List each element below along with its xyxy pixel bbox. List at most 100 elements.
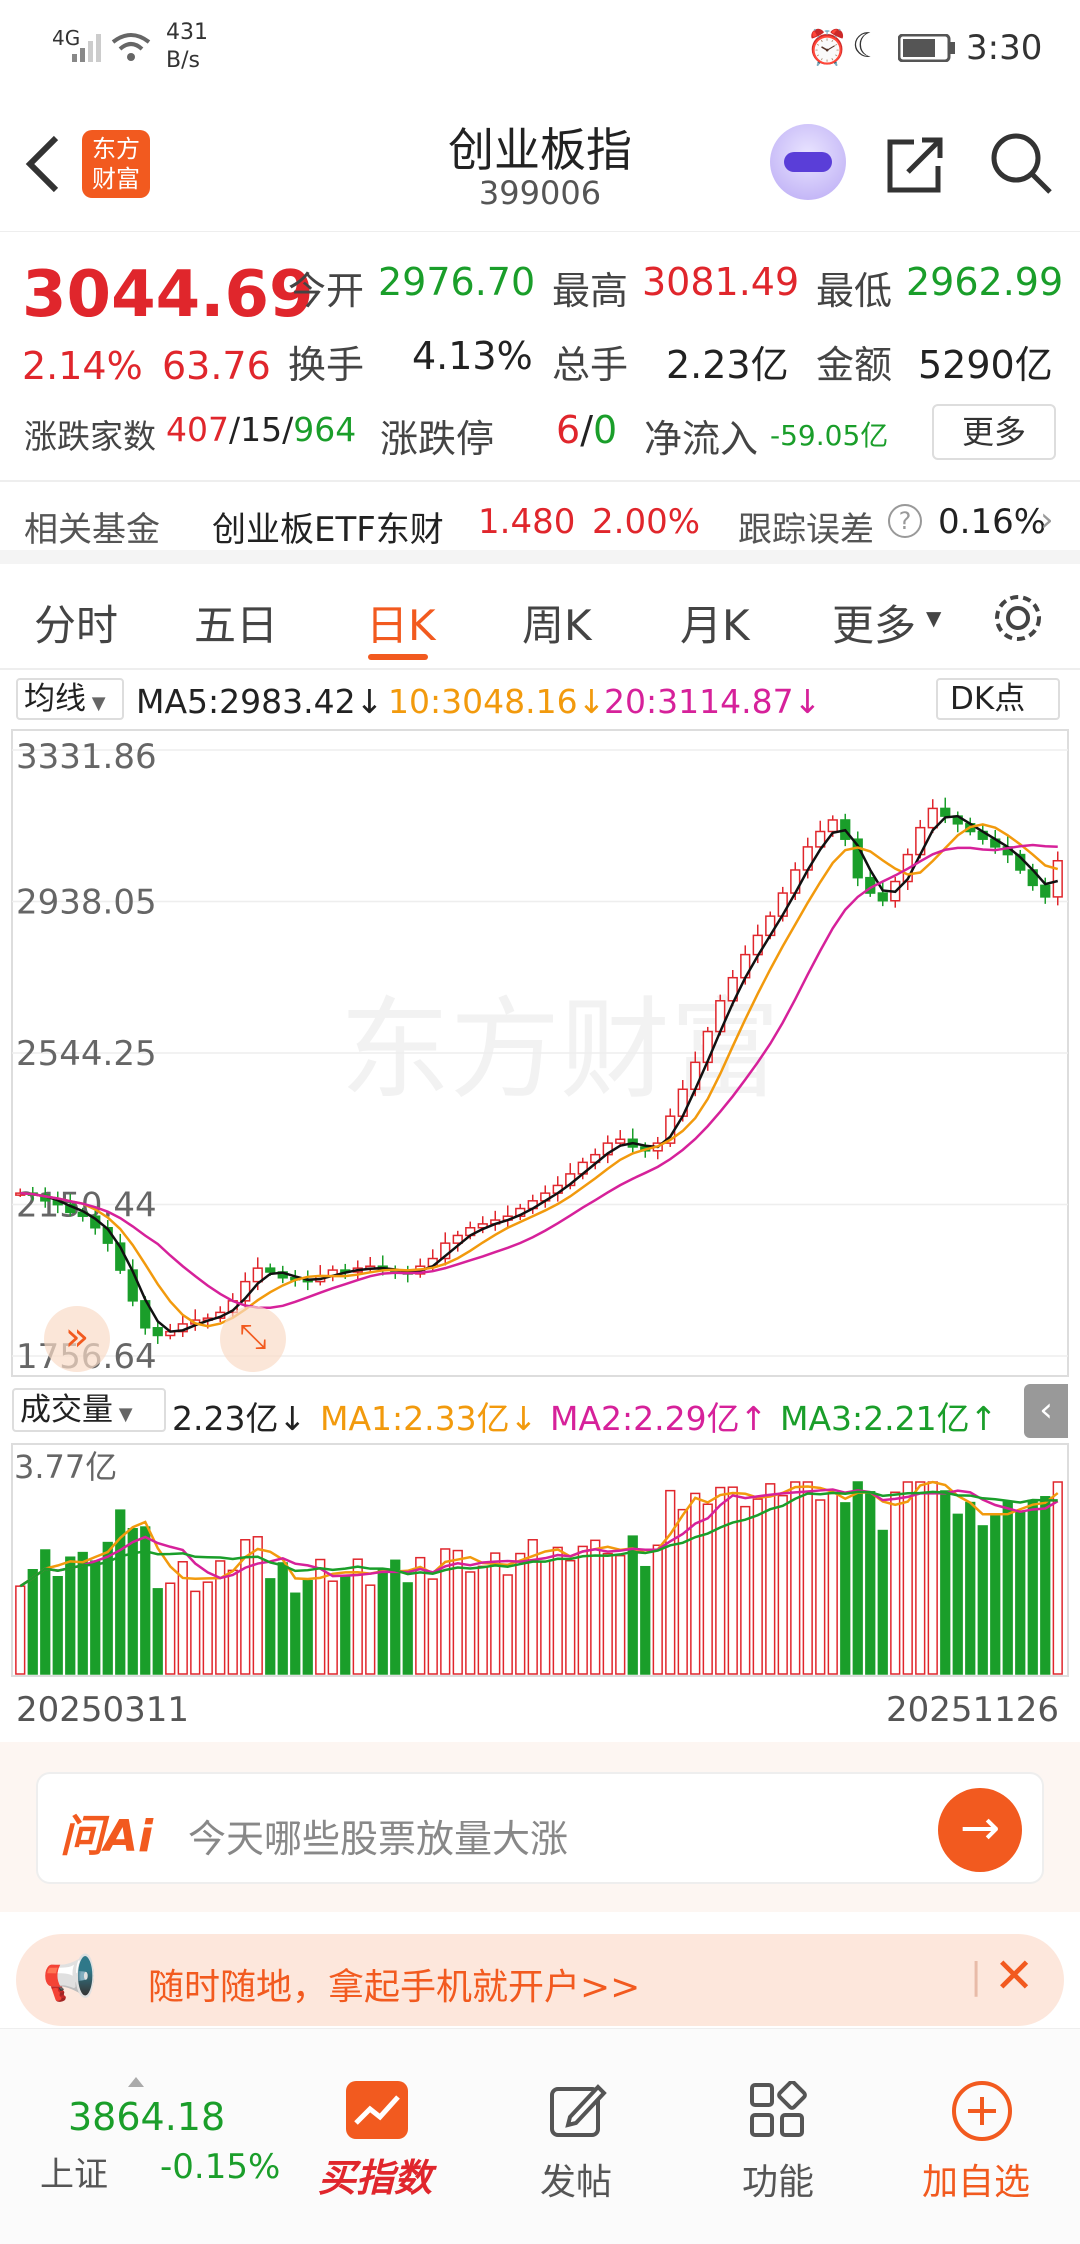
volume-bar <box>665 1489 676 1675</box>
netflow-label: 净流入 <box>644 417 759 461</box>
logo-line2: 财富 <box>92 165 140 193</box>
volume-bar <box>15 1585 26 1675</box>
volume-bar <box>202 1581 213 1675</box>
tab-five-day[interactable]: 五日 <box>194 601 279 650</box>
clock-time: 3:30 <box>966 28 1043 68</box>
account-promo-banner[interactable]: 📢 随时随地，拿起手机就开户>> | ✕ <box>16 1934 1064 2026</box>
ma5-line <box>20 814 1059 1333</box>
dk-point-button[interactable]: DK点 <box>936 678 1060 720</box>
volume-chart[interactable]: 3.77亿 <box>0 1442 1080 1678</box>
share-icon[interactable] <box>884 132 948 196</box>
volume-bar <box>190 1590 201 1675</box>
compose-icon[interactable] <box>548 2081 608 2141</box>
volume-bar <box>640 1565 651 1675</box>
candle-body <box>1052 859 1063 898</box>
candle-body <box>265 1267 276 1273</box>
arrow-right-icon[interactable]: → <box>938 1788 1022 1872</box>
more-quote-button[interactable]: 更多 <box>932 404 1056 460</box>
expand-up-icon[interactable] <box>128 2077 144 2087</box>
help-icon[interactable]: ? <box>888 504 922 538</box>
megaphone-icon: 📢 <box>42 1953 97 2004</box>
volume-bar <box>790 1481 801 1675</box>
sh-index-name[interactable]: 上证 <box>40 2155 108 2195</box>
ai-search-placeholder[interactable]: 今天哪些股票放量大涨 <box>188 1817 569 1861</box>
ma10-value: 10:3048.16↓ <box>388 682 606 721</box>
trend-chart-icon[interactable] <box>346 2081 408 2139</box>
volume-bar <box>277 1562 288 1675</box>
fund-name[interactable]: 创业板ETF东财 <box>212 510 444 550</box>
volume-bar <box>802 1481 813 1675</box>
low-label: 最低 <box>816 269 893 313</box>
sh-index-value[interactable]: 3864.18 <box>68 2095 226 2139</box>
ma-selector[interactable]: 均线 ▼ <box>16 678 124 720</box>
vol-ma3: MA3:2.21亿↑ <box>780 1399 998 1438</box>
volume-bar <box>690 1492 701 1675</box>
add-circle-icon[interactable] <box>950 2079 1014 2143</box>
nav-function[interactable]: 功能 <box>742 2162 815 2203</box>
volume-bar <box>440 1548 451 1675</box>
tab-daily-k[interactable]: 日K <box>366 601 436 650</box>
watermark-text: 东方财富 <box>340 989 780 1112</box>
nav-buy-index[interactable]: 买指数 <box>318 2156 433 2200</box>
volume-bar <box>402 1582 413 1675</box>
volume-bar <box>902 1481 913 1675</box>
related-fund-row[interactable]: 相关基金 创业板ETF东财 1.480 2.00% 跟踪误差 ? 0.16% › <box>0 484 1080 564</box>
expand-left-icon[interactable]: » <box>44 1306 110 1372</box>
volume-bar <box>615 1554 626 1675</box>
y-axis-label: 3331.86 <box>16 737 157 777</box>
volume-bar <box>590 1539 601 1675</box>
volume-selector[interactable]: 成交量 ▼ <box>12 1388 166 1432</box>
fullscreen-icon[interactable]: ⤡ <box>220 1306 286 1372</box>
grid-apps-icon[interactable] <box>748 2081 808 2141</box>
limit-label: 涨跌停 <box>380 417 495 461</box>
robot-assistant-icon[interactable] <box>770 124 846 200</box>
limit-counts: 6/0 <box>556 408 618 452</box>
volume-bar <box>290 1592 301 1675</box>
volume-bar <box>965 1501 976 1675</box>
volume-bar <box>727 1486 738 1675</box>
amount-value: 5290亿 <box>918 343 1053 387</box>
limit-up-count: 6 <box>556 408 581 452</box>
tab-monthly-k[interactable]: 月K <box>680 601 750 650</box>
nav-post[interactable]: 发帖 <box>540 2162 613 2203</box>
close-icon[interactable]: ✕ <box>994 1948 1035 2004</box>
net-speed-top: 431 <box>166 20 208 45</box>
settings-icon[interactable] <box>990 590 1046 646</box>
ai-search-box[interactable]: 问Ai 今天哪些股票放量大涨 → <box>36 1772 1044 1884</box>
sh-index-pct[interactable]: -0.15% <box>160 2147 281 2187</box>
ai-search-section: 问Ai 今天哪些股票放量大涨 → <box>0 1742 1080 1912</box>
volume-bar <box>40 1549 51 1675</box>
page-title: 创业板指 <box>448 123 632 177</box>
tab-weekly-k[interactable]: 周K <box>522 601 592 650</box>
volume-bar <box>115 1509 126 1675</box>
volume-bar <box>102 1541 113 1675</box>
volume-bar <box>177 1561 188 1675</box>
netflow-value: -59.05亿 <box>770 419 889 452</box>
nav-add-watchlist[interactable]: 加自选 <box>922 2162 1031 2203</box>
eastmoney-logo[interactable]: 东方 财富 <box>82 130 150 198</box>
volume-bar <box>1052 1481 1063 1675</box>
volume-bar <box>677 1508 688 1675</box>
search-icon[interactable] <box>988 130 1054 196</box>
back-icon[interactable] <box>22 134 62 194</box>
y-axis-label: 2544.25 <box>16 1034 157 1074</box>
fund-price: 1.480 <box>478 502 576 542</box>
promo-text[interactable]: 随时随地，拿起手机就开户>> <box>148 1967 641 2008</box>
last-price: 3044.69 <box>22 258 314 332</box>
volume-bar <box>827 1492 838 1675</box>
tab-intraday[interactable]: 分时 <box>34 601 119 650</box>
candle-body <box>452 1234 463 1244</box>
volume-bar <box>390 1559 401 1675</box>
updown-counts: 407/15/964 <box>166 410 357 449</box>
volume-bar <box>815 1499 826 1675</box>
net-speed-bottom: B/s <box>166 48 200 73</box>
volume-bar <box>952 1513 963 1675</box>
candle-body <box>702 1030 713 1064</box>
volume-bar <box>90 1560 101 1675</box>
tab-more[interactable]: 更多 <box>832 601 917 650</box>
bottom-bar: 3864.18 上证 -0.15% 买指数 发帖 功能 加自选 <box>0 2028 1080 2244</box>
volume-bar <box>852 1481 863 1675</box>
volume-max-label: 3.77亿 <box>14 1448 117 1486</box>
collapse-panel-icon[interactable]: ‹ <box>1024 1384 1068 1438</box>
